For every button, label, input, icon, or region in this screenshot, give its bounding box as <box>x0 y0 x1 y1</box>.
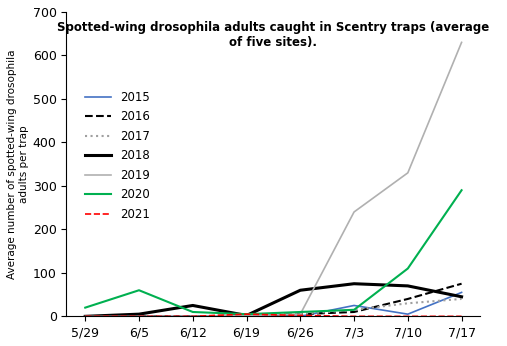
2016 <box>136 314 142 318</box>
2017 <box>136 314 142 318</box>
2021 <box>243 312 249 316</box>
2015 <box>297 314 303 318</box>
2015 <box>82 314 88 318</box>
2020 <box>351 308 357 312</box>
2015 <box>405 312 411 316</box>
2021 <box>297 313 303 318</box>
2019 <box>136 314 142 318</box>
Line: 2021: 2021 <box>85 314 461 316</box>
2017 <box>405 301 411 306</box>
2019 <box>190 314 196 318</box>
2019 <box>405 171 411 175</box>
Line: 2015: 2015 <box>85 292 461 316</box>
2020 <box>82 306 88 310</box>
2020 <box>136 288 142 292</box>
2020 <box>190 310 196 314</box>
2018 <box>190 303 196 308</box>
2021 <box>405 314 411 318</box>
2018 <box>136 312 142 316</box>
2017 <box>458 297 464 301</box>
2018 <box>458 295 464 299</box>
2016 <box>82 314 88 318</box>
Text: Spotted-wing drosophila adults caught in Scentry traps (average
of five sites).: Spotted-wing drosophila adults caught in… <box>57 21 490 49</box>
2021 <box>82 314 88 318</box>
2019 <box>243 313 249 318</box>
2020 <box>243 312 249 316</box>
2015 <box>351 303 357 308</box>
2017 <box>297 312 303 316</box>
2018 <box>243 313 249 318</box>
2015 <box>190 314 196 318</box>
2016 <box>297 312 303 316</box>
2019 <box>82 314 88 318</box>
2019 <box>351 210 357 214</box>
2015 <box>458 290 464 294</box>
2018 <box>297 288 303 292</box>
Line: 2016: 2016 <box>85 284 461 316</box>
2017 <box>82 314 88 318</box>
2017 <box>351 308 357 312</box>
2020 <box>458 188 464 192</box>
2016 <box>458 282 464 286</box>
2016 <box>190 314 196 318</box>
2019 <box>458 40 464 44</box>
2021 <box>458 314 464 318</box>
2016 <box>351 310 357 314</box>
2018 <box>82 314 88 318</box>
Line: 2018: 2018 <box>85 284 461 316</box>
2017 <box>190 314 196 318</box>
2016 <box>243 313 249 318</box>
Line: 2019: 2019 <box>85 42 461 316</box>
Legend: 2015, 2016, 2017, 2018, 2019, 2020, 2021: 2015, 2016, 2017, 2018, 2019, 2020, 2021 <box>85 91 150 221</box>
Y-axis label: Average number of spotted-wing drosophila
adults per trap: Average number of spotted-wing drosophil… <box>7 49 28 279</box>
2019 <box>297 312 303 316</box>
2020 <box>405 266 411 271</box>
2020 <box>297 310 303 314</box>
2017 <box>243 313 249 318</box>
2021 <box>136 314 142 318</box>
Line: 2020: 2020 <box>85 190 461 314</box>
2018 <box>351 282 357 286</box>
2015 <box>243 314 249 318</box>
2021 <box>190 314 196 318</box>
2015 <box>136 314 142 318</box>
2018 <box>405 284 411 288</box>
2021 <box>351 314 357 318</box>
2016 <box>405 297 411 301</box>
Line: 2017: 2017 <box>85 299 461 316</box>
